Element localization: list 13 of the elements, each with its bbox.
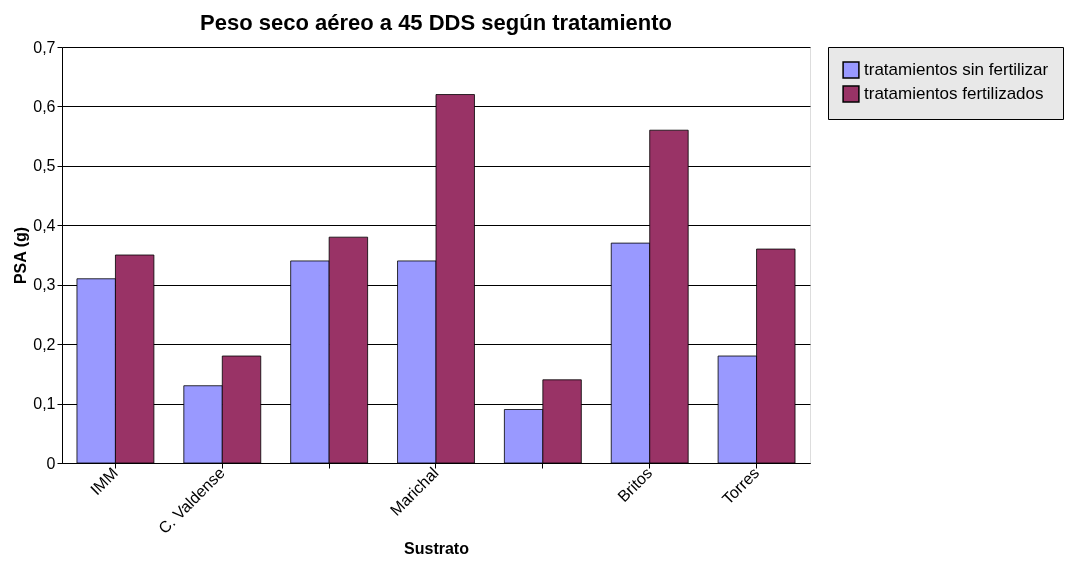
legend-label: tratamientos fertilizados [864, 84, 1044, 103]
chart-title: Peso seco aéreo a 45 DDS según tratamiento [200, 10, 672, 35]
y-tick-label: 0,7 [33, 38, 56, 56]
y-tick-label: 0,3 [33, 276, 56, 294]
y-tick-label: 0,5 [33, 157, 56, 175]
y-tick-label: 0,6 [33, 97, 56, 115]
y-tick-label: 0,1 [33, 395, 56, 413]
y-tick-label: 0,4 [33, 216, 56, 234]
y-axis-title: PSA (g) [12, 226, 30, 285]
y-tick-label: 0 [46, 454, 56, 472]
legend-label: tratamientos sin fertilizar [864, 60, 1049, 79]
x-axis-title: Sustrato [404, 539, 470, 557]
y-tick-label: 0,2 [33, 335, 56, 353]
